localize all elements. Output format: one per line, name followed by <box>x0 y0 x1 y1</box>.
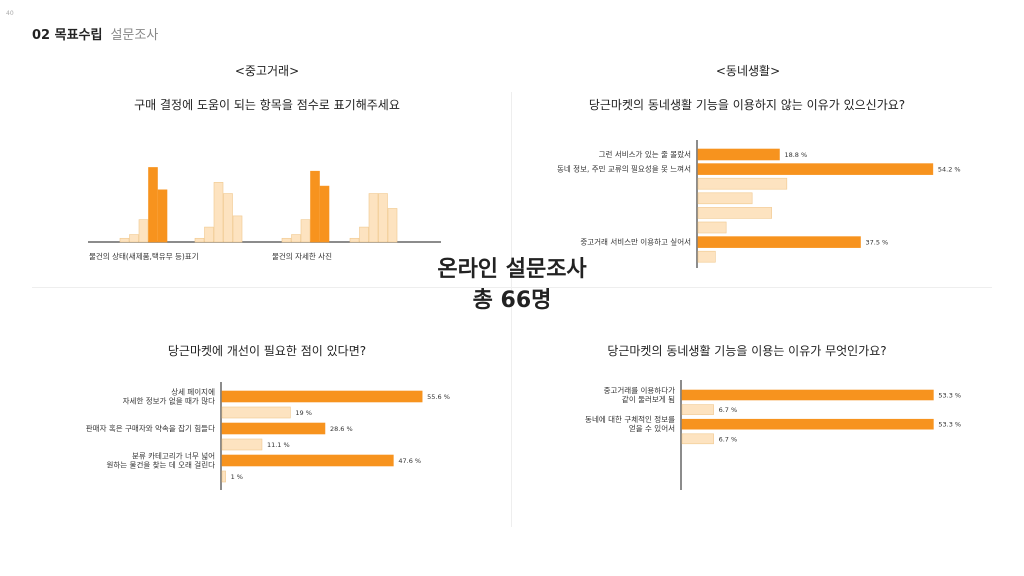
chart3-value-label: 1 % <box>231 473 243 481</box>
chart1-bar <box>291 234 301 243</box>
chart1-bar <box>157 189 168 243</box>
header-subtitle: 설문조사 <box>110 28 159 43</box>
chart4-bar <box>681 389 934 401</box>
vertical-divider <box>511 92 512 527</box>
chart3-value-label: 47.6 % <box>398 457 421 465</box>
chart3-value-label: 55.6 % <box>427 393 450 401</box>
chart1-bar <box>204 226 214 243</box>
chart2-bar <box>697 163 934 175</box>
chart1-category-label: 물건의 자세한 사진 <box>272 251 332 261</box>
chart1-bar <box>387 208 398 243</box>
chart3-category-label: 자세한 정보가 없을 때가 많다 <box>123 396 215 406</box>
chart1-bar <box>300 219 311 243</box>
chart2-category-label: 동네 정보, 주민 교류의 필요성을 못 느껴서 <box>557 164 691 174</box>
chart1-category-label: 물건의 상태(새제품,택유무 등)표기 <box>89 251 199 261</box>
chart4-category-label: 같이 둘러보게 됨 <box>622 394 675 404</box>
page-number: 40 <box>6 10 14 17</box>
chart4-bar <box>681 418 934 430</box>
chart1-bar <box>281 237 292 243</box>
chart2-bar <box>697 148 780 161</box>
chart1-bar <box>359 226 369 243</box>
section-title-neighborhood: <동네생활> <box>715 64 781 78</box>
chart1-bar <box>148 167 158 243</box>
chart1-bar <box>232 215 243 243</box>
chart3-bar <box>221 390 423 403</box>
chart2-value-label: 54.2 % <box>938 166 961 174</box>
chart2-title: 당근마켓의 동네생활 기능을 이용하지 않는 이유가 있으신가요? <box>588 98 906 112</box>
chart2-horizontal-bars: 18.8 % 그런 서비스가 있는 줄 몰랐서 54.2 % 동네 정보, 주민 교류… <box>557 140 961 268</box>
horizontal-divider <box>32 287 992 288</box>
chart3-bar <box>221 422 326 435</box>
chart2-value-label: 37.5 % <box>866 239 889 247</box>
chart4-category-label: 중고거래를 이용하다가 <box>604 385 675 395</box>
chart1-bar <box>194 237 205 243</box>
chart2-bar <box>697 250 716 263</box>
chart2-bar <box>697 207 772 219</box>
chart1-bar <box>378 193 388 243</box>
section-title-used-trade: <중고거래> <box>234 64 300 78</box>
chart4-value-label: 53.3 % <box>938 392 961 400</box>
page-header: 02 목표수립 설문조사 <box>32 24 158 43</box>
chart3-category-label: 상세 페이지에 <box>171 387 215 397</box>
chart3-bar <box>221 470 226 483</box>
chart3-bar <box>221 406 291 419</box>
chart4-bar <box>681 433 714 445</box>
chart1-bar <box>368 193 379 243</box>
chart3-value-label: 19 % <box>295 409 312 417</box>
chart4-value-label: 6.7 % <box>719 435 738 443</box>
chart4-value-label: 6.7 % <box>719 406 738 414</box>
chart1-title: 구매 결정에 도움이 되는 항목을 점수로 표기해주세요 <box>134 98 400 112</box>
chart2-bar <box>697 236 861 248</box>
header-title: 02 목표수립 <box>32 28 103 43</box>
chart1-bar <box>349 237 360 243</box>
chart1-vertical-bars: 물건의 상태(새제품,택유무 등)표기 물건의 자세한 사진 <box>88 167 441 261</box>
chart2-category-label: 중고거래 서비스만 이용하고 싶어서 <box>580 237 691 247</box>
chart1-bar <box>319 185 330 243</box>
chart4-category-label: 얻을 수 있어서 <box>629 423 675 433</box>
chart2-category-label: 그런 서비스가 있는 줄 몰랐서 <box>599 149 691 159</box>
chart1-bar <box>213 182 224 243</box>
chart3-category-label: 분류 카테고리가 너무 넓어 <box>132 451 215 461</box>
chart2-bar <box>697 192 753 205</box>
chart2-bar <box>697 221 727 234</box>
survey-method: 온라인 설문조사 <box>437 257 587 282</box>
chart3-category-label: 원하는 물건을 찾는 데 오래 걸린다 <box>106 460 215 470</box>
chart3-bar <box>221 438 263 451</box>
chart3-title: 당근마켓에 개선이 필요한 점이 있다면? <box>167 344 367 358</box>
chart4-category-label: 동네에 대한 구체적인 정보를 <box>585 414 675 424</box>
chart1-bar <box>310 170 320 243</box>
chart4-bar <box>681 404 714 415</box>
chart1-bar <box>119 237 130 243</box>
chart4-title: 당근마켓의 동네생활 기능을 이용는 이유가 무엇인가요? <box>607 344 887 358</box>
chart1-bar <box>223 193 233 243</box>
chart1-bar <box>129 234 139 243</box>
survey-count: 총 66명 <box>472 288 552 313</box>
chart3-category-label: 판매자 혹은 구매자와 약속을 잡기 힘들다 <box>86 423 215 433</box>
chart1-bar <box>138 219 149 243</box>
chart2-bar <box>697 177 788 190</box>
chart3-value-label: 11.1 % <box>267 441 290 449</box>
chart4-value-label: 53.3 % <box>938 421 961 429</box>
chart3-value-label: 28.6 % <box>330 425 353 433</box>
chart3-bar <box>221 454 394 467</box>
chart2-value-label: 18.8 % <box>784 151 807 159</box>
survey-overlay-title: 온라인 설문조사 총 66명 <box>362 254 662 316</box>
